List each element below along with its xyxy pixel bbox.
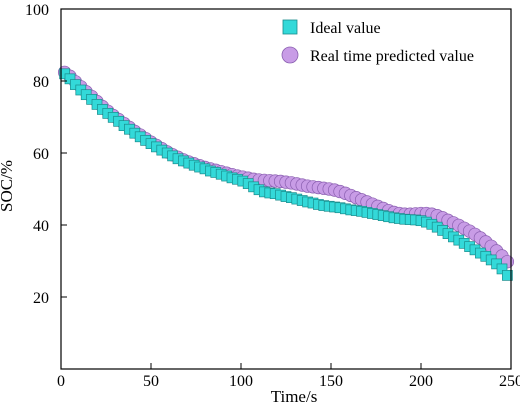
ideal-point bbox=[64, 73, 76, 85]
x-tick-label: 150 bbox=[319, 373, 343, 390]
x-tick-label: 50 bbox=[143, 373, 159, 390]
ideal-point bbox=[70, 79, 81, 90]
y-tick-label: 40 bbox=[33, 218, 49, 235]
y-tick-label: 100 bbox=[25, 2, 49, 19]
ideal-point bbox=[496, 263, 508, 275]
y-axis-title: SOC/% bbox=[0, 160, 16, 212]
ideal-point bbox=[502, 270, 513, 281]
legend-label-ideal: Ideal value bbox=[310, 20, 381, 37]
series-0 bbox=[59, 68, 513, 281]
x-tick-label: 250 bbox=[499, 373, 520, 390]
y-tick-label: 80 bbox=[33, 74, 49, 91]
x-tick-label: 100 bbox=[229, 373, 253, 390]
x-tick-label: 0 bbox=[57, 373, 65, 390]
legend-marker-ideal bbox=[282, 19, 298, 35]
y-tick-label: 20 bbox=[33, 290, 49, 307]
x-axis-title: Time/s bbox=[271, 387, 318, 406]
legend-marker-predicted bbox=[281, 46, 299, 64]
legend-label-predicted: Real time predicted value bbox=[310, 48, 474, 65]
data-layer bbox=[57, 65, 515, 281]
x-tick-label: 200 bbox=[409, 373, 433, 390]
plot-frame bbox=[60, 8, 512, 370]
axis-ticks: 0 50 100 150 200 250 20 40 60 80 100 bbox=[25, 2, 520, 390]
y-tick-label: 60 bbox=[33, 146, 49, 163]
legend: Ideal value Real time predicted value bbox=[281, 19, 474, 65]
